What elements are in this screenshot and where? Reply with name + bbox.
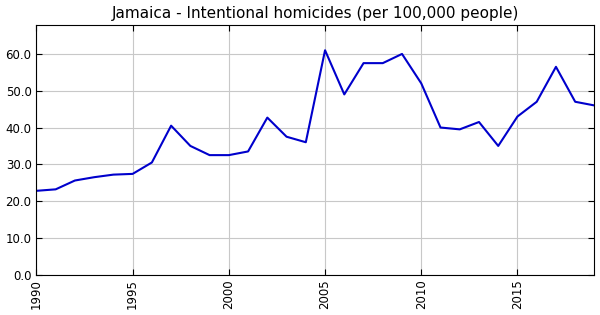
Title: Jamaica - Intentional homicides (per 100,000 people): Jamaica - Intentional homicides (per 100…	[112, 6, 519, 20]
